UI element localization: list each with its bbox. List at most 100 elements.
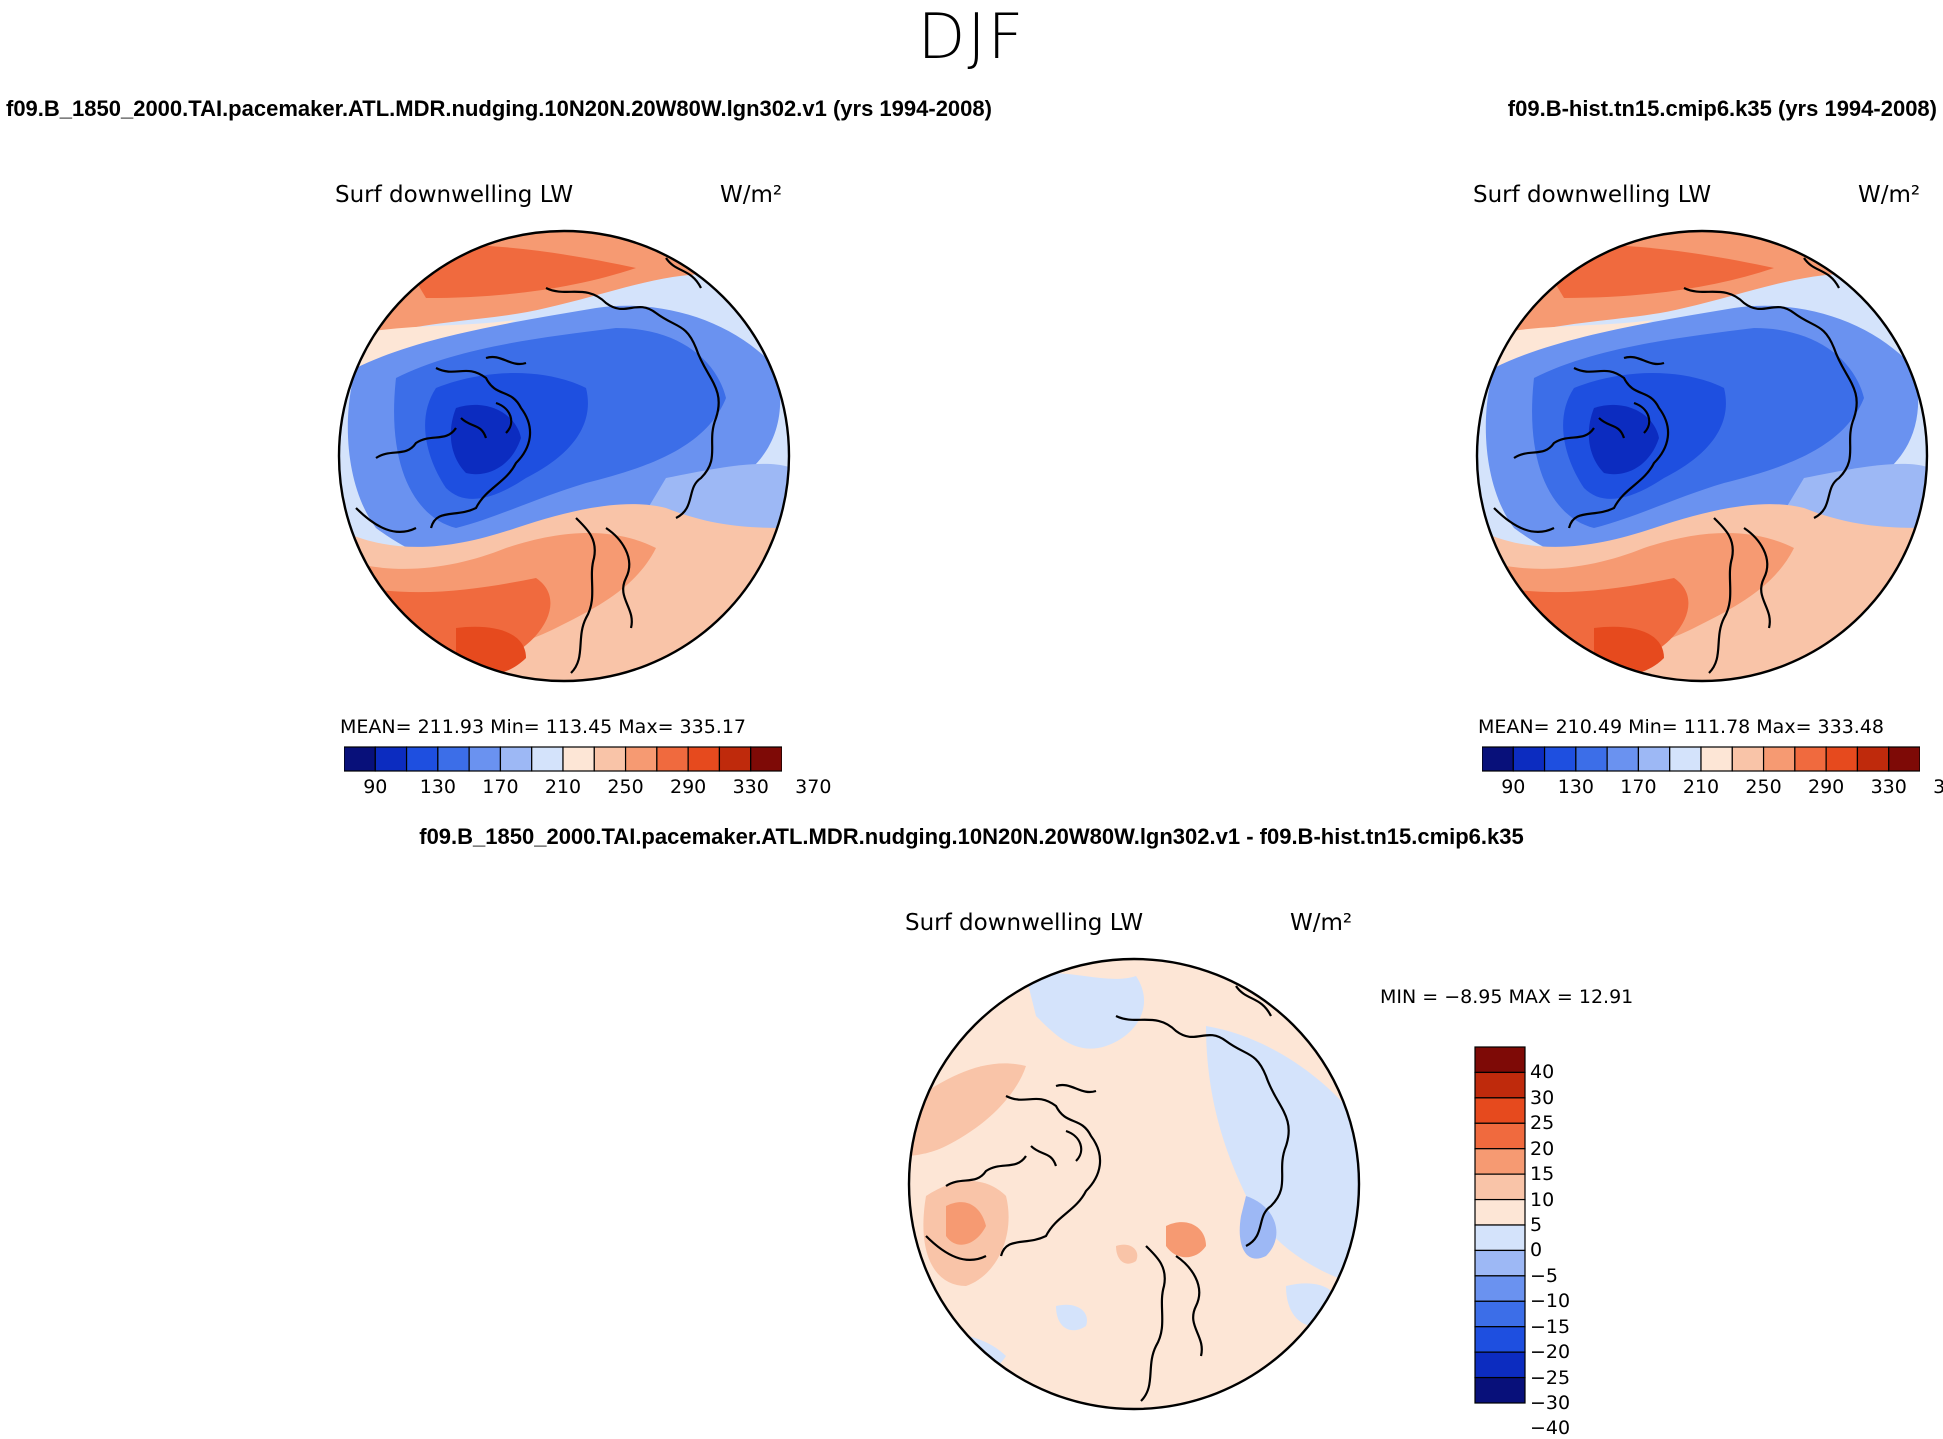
- colorbar-swatch: [1474, 1148, 1526, 1175]
- colorbar-swatch: [1482, 746, 1514, 772]
- colorbar-swatch: [624, 746, 658, 772]
- colorbar-swatch: [1888, 746, 1920, 772]
- colorbar-tick-label: −15: [1530, 1315, 1571, 1338]
- colorbar-tick-label: 20: [1530, 1137, 1555, 1160]
- colorbar-swatch: [1474, 1173, 1526, 1201]
- colorbar-swatch: [1794, 746, 1827, 772]
- colorbar-tick-label: 170: [1620, 776, 1657, 798]
- colorbar-tick-label: 130: [1557, 776, 1594, 798]
- variable-label-diff: Surf downwelling LW: [905, 910, 1144, 936]
- coastlines-right: [1493, 257, 1918, 674]
- units-label-left: W/m²: [720, 182, 783, 208]
- colorbar-swatch: [718, 746, 752, 772]
- variable-label-left: Surf downwelling LW: [335, 182, 574, 208]
- colorbar-tick-label: 370: [795, 776, 832, 798]
- colorbar-swatch: [1669, 746, 1702, 772]
- colorbar-swatch: [1474, 1376, 1526, 1404]
- colorbar-swatch: [1474, 1071, 1526, 1099]
- colorbar-tick-label: 15: [1530, 1163, 1555, 1186]
- colorbar-swatch: [1474, 1351, 1526, 1379]
- polar-map-right: [1475, 229, 1929, 683]
- colorbar-tick-label: 370: [1933, 776, 1943, 798]
- stats-left: MEAN= 211.93 Min= 113.45 Max= 335.17: [340, 716, 747, 738]
- map-border-left: [337, 229, 791, 683]
- colorbar-swatch: [1512, 746, 1546, 772]
- colorbar-swatch: [750, 746, 782, 772]
- colorbar-swatch: [1543, 746, 1577, 772]
- colorbar-swatch: [344, 746, 376, 772]
- colorbar-tick-label: 170: [482, 776, 519, 798]
- colorbar-swatch: [1474, 1275, 1526, 1302]
- colorbar-tick-label: 210: [544, 776, 582, 798]
- colorbar-tick-label: 290: [670, 776, 707, 798]
- colorbar-tick-label: 130: [419, 776, 456, 798]
- colorbar-swatch: [374, 746, 408, 772]
- colorbar-tick-label: −5: [1530, 1264, 1559, 1287]
- colorbar-diff: [1474, 1046, 1526, 1404]
- colorbar-tick-label: 5: [1530, 1214, 1543, 1236]
- colorbar-swatch: [1474, 1046, 1526, 1074]
- colorbar-tick-label: 30: [1530, 1086, 1555, 1109]
- colorbar-swatch: [687, 746, 721, 772]
- colorbar-swatch: [656, 746, 689, 772]
- colorbar-swatch: [1474, 1097, 1526, 1124]
- case-title-right: f09.B-hist.tn15.cmip6.k35 (yrs 1994-2008…: [1507, 96, 1937, 121]
- map-border-right: [1475, 229, 1929, 683]
- colorbar-tick-label: −20: [1530, 1341, 1571, 1364]
- variable-label-right: Surf downwelling LW: [1473, 182, 1712, 208]
- colorbar-left: [344, 746, 782, 772]
- colorbar-tick-label: 330: [732, 776, 769, 798]
- map-field-left: [339, 231, 789, 681]
- map-field-right: [1477, 231, 1927, 681]
- colorbar-tick-label: 10: [1530, 1188, 1555, 1211]
- colorbar-tick-label: 90: [1501, 776, 1526, 798]
- colorbar-swatch: [1474, 1122, 1526, 1150]
- colorbar-tick-label: 210: [1682, 776, 1720, 798]
- coastlines-diff: [925, 985, 1350, 1402]
- units-label-diff: W/m²: [1290, 910, 1353, 936]
- colorbar-swatch: [562, 746, 595, 772]
- polar-map-diff: [907, 957, 1361, 1411]
- colorbar-tick-label: 25: [1530, 1112, 1555, 1135]
- colorbar-tick-label: −40: [1530, 1417, 1571, 1439]
- colorbar-swatch: [1825, 746, 1859, 772]
- colorbar-tick-label: −25: [1530, 1366, 1571, 1389]
- colorbar-swatch: [1606, 746, 1640, 772]
- colorbar-swatch: [593, 746, 627, 772]
- colorbar-swatch: [1474, 1326, 1526, 1353]
- colorbar-swatch: [437, 746, 470, 772]
- colorbar-tick-label: 330: [1870, 776, 1907, 798]
- diff-stats: MIN = −8.95 MAX = 12.91: [1380, 986, 1634, 1008]
- colorbar-swatch: [1762, 746, 1796, 772]
- colorbar-swatch: [1474, 1224, 1526, 1252]
- colorbar-swatch: [405, 746, 439, 772]
- colorbar-swatch: [1731, 746, 1765, 772]
- colorbar-swatch: [468, 746, 502, 772]
- stats-right: MEAN= 210.49 Min= 111.78 Max= 333.48: [1478, 716, 1885, 738]
- map-border-diff: [907, 957, 1361, 1411]
- season-title: DJF: [917, 0, 1026, 73]
- colorbar-swatch: [1700, 746, 1733, 772]
- colorbar-tick-label: −30: [1530, 1392, 1571, 1414]
- colorbar-tick-label: 40: [1530, 1061, 1555, 1084]
- colorbar-tick-label: −10: [1530, 1290, 1571, 1313]
- diff-title: f09.B_1850_2000.TAI.pacemaker.ATL.MDR.nu…: [419, 824, 1524, 849]
- colorbar-tick-label: 250: [607, 776, 644, 798]
- polar-map-left: [337, 229, 791, 683]
- colorbar-swatch: [1637, 746, 1671, 772]
- colorbar-swatch: [499, 746, 533, 772]
- colorbar-swatch: [1575, 746, 1608, 772]
- colorbar-swatch: [1474, 1198, 1526, 1226]
- units-label-right: W/m²: [1858, 182, 1921, 208]
- colorbar-tick-label: 0: [1530, 1239, 1543, 1262]
- colorbar-swatch: [1856, 746, 1890, 772]
- colorbar-tick-label: 250: [1745, 776, 1782, 798]
- colorbar-swatch: [1474, 1249, 1526, 1277]
- colorbar-swatch: [531, 746, 564, 772]
- colorbar-right: [1482, 746, 1920, 772]
- colorbar-swatch: [1474, 1300, 1526, 1328]
- colorbar-tick-label: 290: [1808, 776, 1845, 798]
- colorbar-tick-label: 90: [363, 776, 388, 798]
- case-title-left: f09.B_1850_2000.TAI.pacemaker.ATL.MDR.nu…: [6, 96, 992, 121]
- coastlines-left: [355, 257, 780, 674]
